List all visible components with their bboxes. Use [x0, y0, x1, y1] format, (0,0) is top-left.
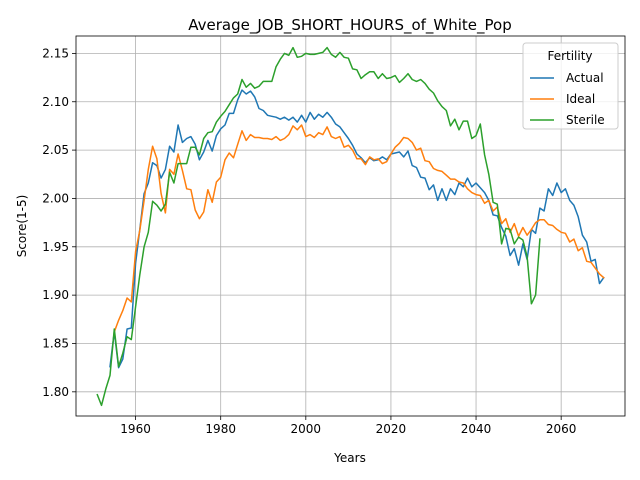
y-tick-label: 1.85: [42, 336, 69, 350]
plot-frame: [75, 35, 626, 417]
legend-label-sterile: Sterile: [566, 113, 605, 127]
series-lines: [96, 46, 605, 407]
x-tick-label: 2040: [461, 422, 492, 436]
chart-title: Average_JOB_SHORT_HOURS_of_White_Pop: [188, 16, 512, 35]
axis-ticks: 1960 1980 2000 2020 2040 2060 1.80 1.85 1.90 1.95…: [42, 46, 576, 436]
series-line-ideal: [113, 124, 605, 333]
y-tick-label: 1.90: [42, 288, 69, 302]
y-tick-label: 2.00: [42, 191, 69, 205]
legend-label-actual: Actual: [566, 71, 604, 85]
legend-label-ideal: Ideal: [566, 92, 595, 106]
x-tick-label: 2060: [546, 422, 577, 436]
y-tick-label: 2.05: [42, 143, 69, 157]
y-tick-label: 1.80: [42, 385, 69, 399]
series-line-sterile: [96, 46, 541, 407]
x-tick-label: 2000: [291, 422, 322, 436]
legend-box: [522, 42, 619, 130]
series-line-actual: [109, 89, 605, 369]
y-tick-label: 1.95: [42, 240, 69, 254]
y-tick-label: 2.10: [42, 95, 69, 109]
legend: Fertility Actual Ideal Sterile: [522, 42, 619, 130]
x-tick-label: 1960: [120, 422, 151, 436]
x-tick-label: 1980: [205, 422, 236, 436]
y-tick-label: 2.15: [42, 46, 69, 60]
x-axis-label: Years: [333, 451, 366, 465]
y-axis-label: Score(1-5): [15, 195, 29, 258]
legend-title: Fertility: [547, 49, 592, 63]
x-tick-label: 2020: [376, 422, 407, 436]
